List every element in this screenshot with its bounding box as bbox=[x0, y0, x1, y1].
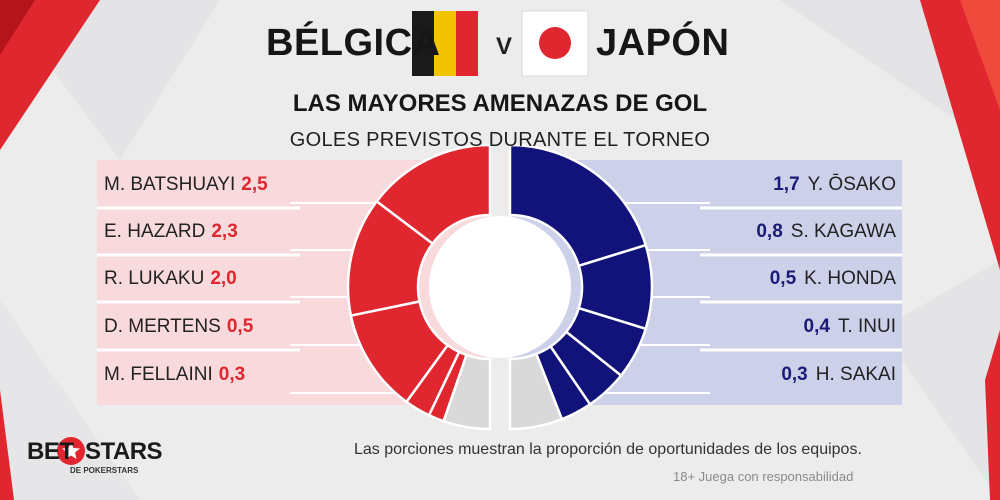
logo-text-stars: STARS bbox=[85, 438, 163, 465]
corner-accent-red bbox=[0, 0, 100, 150]
logo-text-bet: BET bbox=[27, 438, 74, 465]
remainder-slice bbox=[442, 353, 492, 431]
donut-chart bbox=[346, 143, 654, 431]
player-name: K. HONDA bbox=[804, 268, 896, 289]
japan-player-row: 0,4 T. INUI bbox=[804, 307, 896, 347]
belgium-player-row: D. MERTENS 0,5 bbox=[104, 307, 253, 347]
japan-slice bbox=[508, 143, 648, 268]
player-name: H. SAKAI bbox=[815, 364, 896, 385]
belgium-player-row: E. HAZARD 2,3 bbox=[104, 212, 238, 252]
belgium-player-row: M. BATSHUAYI 2,5 bbox=[104, 165, 268, 205]
goal-value: 2,3 bbox=[211, 221, 238, 242]
corner-accent-dark bbox=[0, 0, 35, 55]
bg-facet bbox=[0, 300, 140, 500]
goal-value: 0,8 bbox=[756, 221, 783, 242]
player-name: T. INUI bbox=[837, 316, 896, 337]
footnote: Las porciones muestran la proporción de … bbox=[354, 441, 862, 458]
goal-value: 2,0 bbox=[210, 268, 237, 289]
japan-flag bbox=[521, 10, 589, 77]
corner-accent-red bbox=[920, 0, 1000, 270]
japan-player-row: 0,5 K. HONDA bbox=[770, 259, 896, 299]
belgium-flag bbox=[412, 11, 478, 76]
chart-subtitle: GOLES PREVISTOS DURANTE EL TORNEO bbox=[289, 129, 711, 151]
player-name: E. HAZARD bbox=[104, 221, 206, 242]
goal-value: 0,4 bbox=[803, 316, 830, 337]
belgium-player-row: M. FELLAINI 0,3 bbox=[104, 355, 245, 395]
player-name: R. LUKAKU bbox=[104, 268, 205, 289]
versus-label: V bbox=[496, 33, 513, 60]
player-name: S. KAGAWA bbox=[790, 221, 896, 242]
goal-value: 0,3 bbox=[218, 364, 246, 385]
team-right-name: JAPÓN bbox=[596, 22, 730, 64]
goal-value: 0,3 bbox=[781, 364, 808, 385]
team-left-name: BÉLGICA bbox=[266, 22, 441, 64]
chart-title: LAS MAYORES AMENAZAS DE GOL bbox=[292, 90, 708, 117]
belgium-row-separators bbox=[97, 206, 300, 352]
japan-player-row: 0,3 H. SAKAI bbox=[781, 355, 896, 395]
goal-value: 0,5 bbox=[226, 316, 254, 337]
betstars-logo-mark bbox=[57, 437, 85, 465]
goal-value: 0,5 bbox=[769, 268, 797, 289]
donut-hole bbox=[429, 216, 571, 358]
remainder-slice bbox=[508, 352, 564, 431]
player-name: Y. ŌSAKO bbox=[807, 174, 896, 195]
goal-value: 2,5 bbox=[241, 174, 268, 195]
corner-accent-light bbox=[960, 0, 1000, 110]
japan-player-row: 0,8 S. KAGAWA bbox=[756, 212, 896, 252]
player-name: M. FELLAINI bbox=[104, 364, 213, 385]
logo-subtext: DE POKERSTARS bbox=[70, 466, 139, 475]
japan-player-row: 1,7 Y. ŌSAKO bbox=[773, 165, 896, 205]
goal-value: 1,7 bbox=[773, 174, 800, 195]
bg-facet bbox=[880, 260, 1000, 500]
corner-accent-red bbox=[0, 390, 14, 500]
belgium-player-row: R. LUKAKU 2,0 bbox=[104, 259, 237, 299]
responsible-gaming-disclaimer: 18+ Juega con responsabilidad bbox=[673, 469, 854, 484]
corner-accent-red bbox=[985, 330, 1000, 500]
japan-row-separators bbox=[700, 206, 902, 352]
player-name: D. MERTENS bbox=[104, 316, 221, 337]
player-name: M. BATSHUAYI bbox=[104, 174, 236, 195]
